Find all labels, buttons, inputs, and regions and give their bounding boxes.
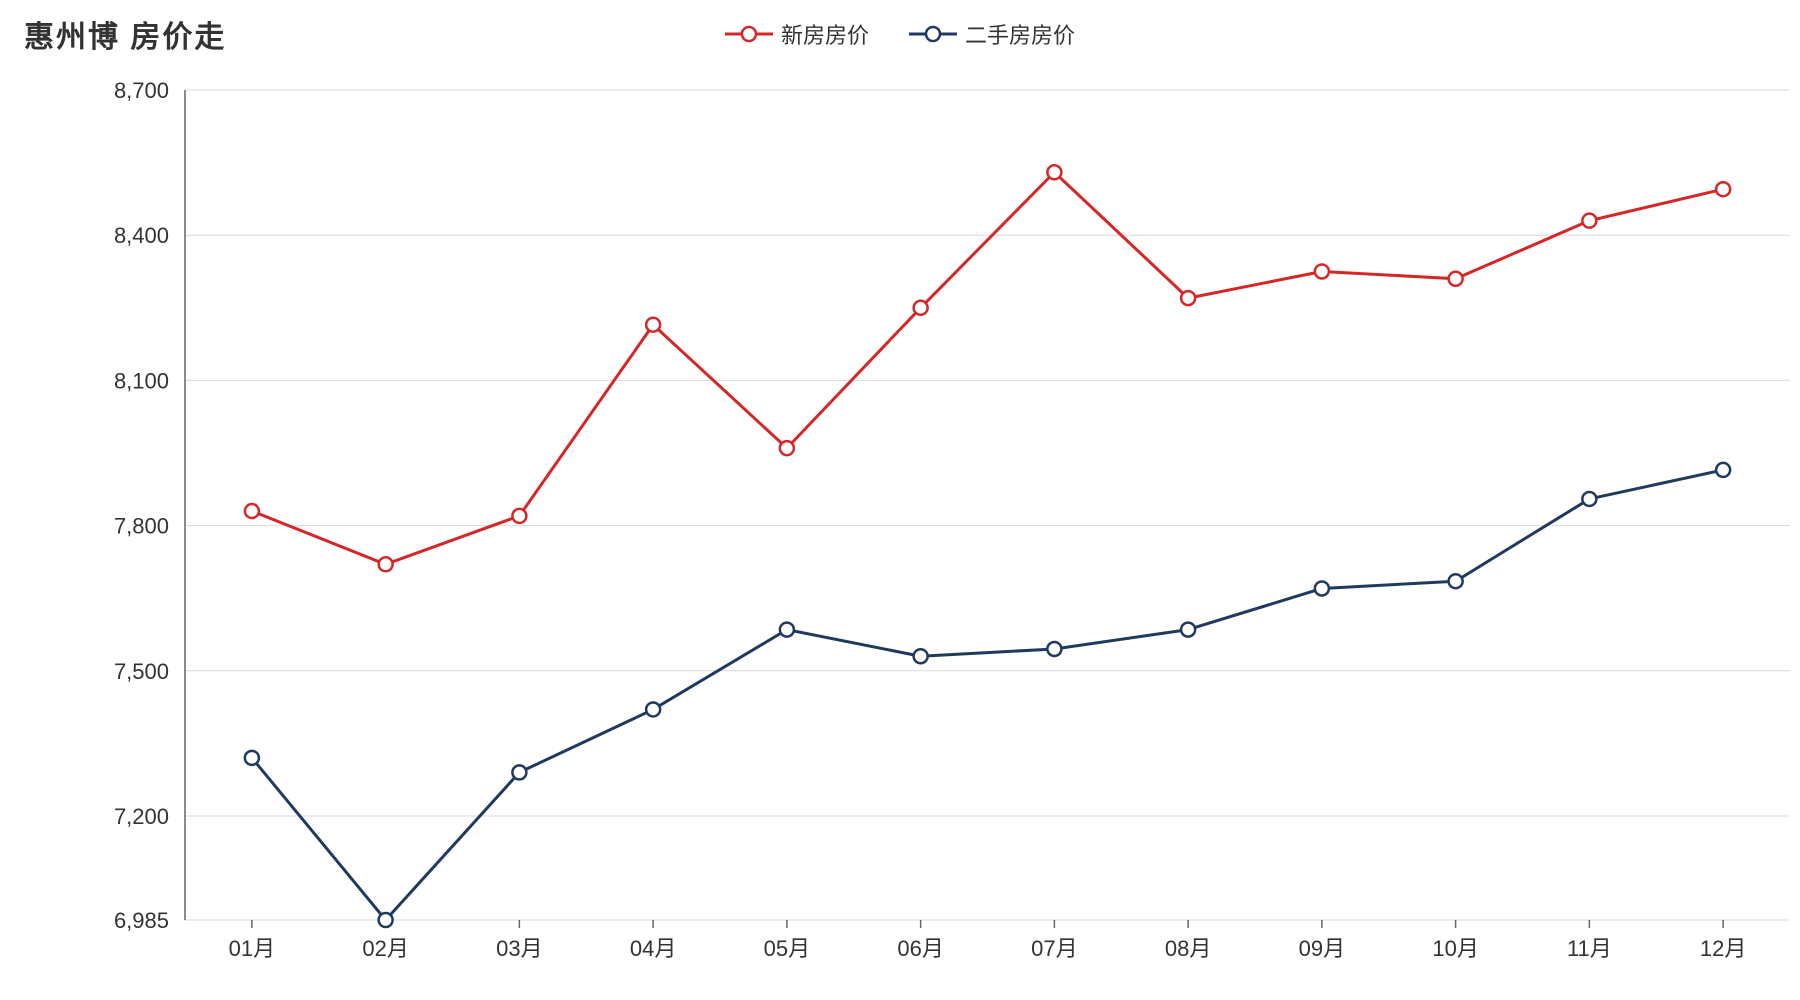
x-tick-label: 05月 <box>764 936 810 961</box>
series-line <box>252 470 1723 920</box>
y-tick-label: 7,500 <box>114 659 169 684</box>
data-point[interactable] <box>512 765 526 779</box>
legend-swatch-series2 <box>909 24 957 44</box>
data-point[interactable] <box>512 509 526 523</box>
data-point[interactable] <box>914 301 928 315</box>
line-chart-svg: 6,985 7,200 7,500 7,800 8,100 8,400 8,700 01月 02… <box>0 70 1800 990</box>
data-point[interactable] <box>1582 492 1596 506</box>
x-tick-label: 10月 <box>1432 936 1478 961</box>
data-point[interactable] <box>379 913 393 927</box>
legend-swatch-series1 <box>725 24 773 44</box>
y-tick-label: 7,800 <box>114 514 169 539</box>
legend-item-series1[interactable]: 新房房价 <box>725 18 869 50</box>
x-tick-label: 11月 <box>1567 936 1612 961</box>
x-tick-label: 01月 <box>229 936 275 961</box>
data-point[interactable] <box>245 504 259 518</box>
y-tick-label: 8,400 <box>114 223 169 248</box>
data-point[interactable] <box>1047 642 1061 656</box>
data-point[interactable] <box>914 649 928 663</box>
y-tick-label: 7,200 <box>114 804 169 829</box>
y-tick-label: 8,100 <box>114 368 169 393</box>
data-point[interactable] <box>646 702 660 716</box>
chart-area: 6,985 7,200 7,500 7,800 8,100 8,400 8,700 01月 02… <box>0 70 1800 990</box>
data-point[interactable] <box>1449 574 1463 588</box>
x-tick-label: 02月 <box>362 936 408 961</box>
data-point[interactable] <box>1181 291 1195 305</box>
data-point[interactable] <box>379 557 393 571</box>
y-tick-label: 8,700 <box>114 78 169 103</box>
data-point[interactable] <box>1716 463 1730 477</box>
chart-title: 惠州博 房价走 <box>24 12 226 56</box>
legend-item-series2[interactable]: 二手房房价 <box>909 18 1075 50</box>
y-tick-label: 6,985 <box>114 908 169 933</box>
chart-header: 惠州博 房价走 新房房价 二手房房价 <box>0 8 1800 56</box>
data-point[interactable] <box>1582 214 1596 228</box>
x-tick-label: 06月 <box>897 936 943 961</box>
x-tick-label: 03月 <box>496 936 542 961</box>
series-line <box>252 172 1723 564</box>
data-point[interactable] <box>780 441 794 455</box>
x-tick-label: 07月 <box>1031 936 1077 961</box>
data-point[interactable] <box>780 623 794 637</box>
data-point[interactable] <box>1449 272 1463 286</box>
x-tick-label: 12月 <box>1700 936 1746 961</box>
data-point[interactable] <box>245 751 259 765</box>
data-point[interactable] <box>1716 182 1730 196</box>
legend-label-series2: 二手房房价 <box>965 18 1075 50</box>
x-tick-label: 09月 <box>1299 936 1345 961</box>
x-tick-label: 04月 <box>630 936 676 961</box>
legend: 新房房价 二手房房价 <box>725 18 1075 50</box>
data-point[interactable] <box>1315 581 1329 595</box>
legend-label-series1: 新房房价 <box>781 18 869 50</box>
x-tick-label: 08月 <box>1165 936 1211 961</box>
data-point[interactable] <box>1181 623 1195 637</box>
data-point[interactable] <box>1315 264 1329 278</box>
data-point[interactable] <box>646 318 660 332</box>
data-point[interactable] <box>1047 165 1061 179</box>
